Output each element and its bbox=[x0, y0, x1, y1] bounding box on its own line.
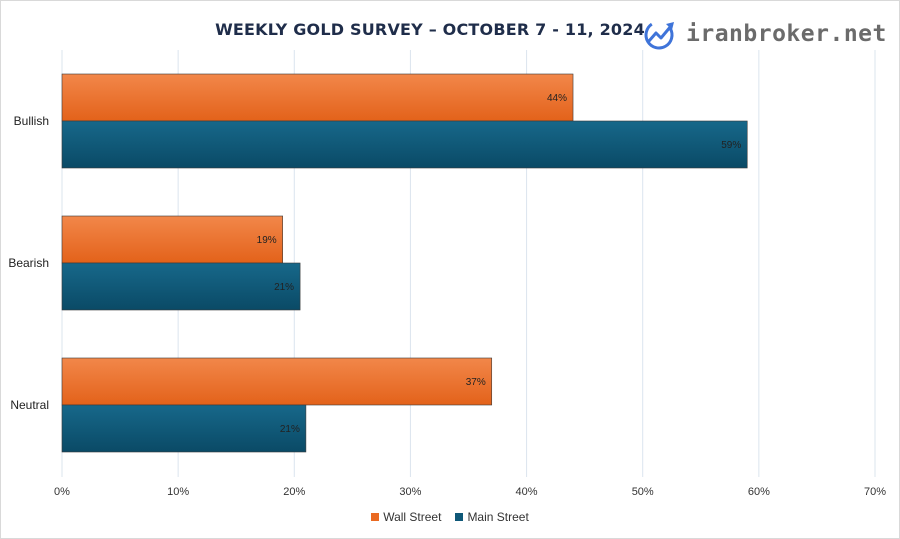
bar-main-street-bullish bbox=[61, 120, 748, 169]
data-label: 37% bbox=[466, 377, 486, 388]
legend-swatch-main-street bbox=[455, 513, 464, 521]
data-labels: 44% 59% 19% 21% 37% 21% bbox=[257, 93, 742, 435]
bars bbox=[61, 73, 748, 453]
legend-label-wall-street: Wall Street bbox=[383, 510, 442, 524]
data-label: 44% bbox=[547, 93, 567, 104]
x-tick-label: 30% bbox=[399, 486, 421, 498]
legend-label-main-street: Main Street bbox=[467, 510, 529, 524]
bar-wall-street-neutral bbox=[61, 357, 493, 406]
bar-wall-street-bearish bbox=[61, 215, 283, 264]
bar-main-street-bearish bbox=[61, 262, 301, 311]
x-tick-label: 60% bbox=[748, 486, 770, 498]
legend-item-main-street: Main Street bbox=[455, 510, 529, 524]
bar-wall-street-bullish bbox=[61, 73, 574, 122]
x-tick-label: 0% bbox=[54, 486, 70, 498]
data-label: 59% bbox=[721, 140, 741, 151]
brand-logo: iranbroker.net bbox=[642, 16, 887, 52]
x-tick-label: 50% bbox=[632, 486, 654, 498]
category-label-bullish: Bullish bbox=[14, 114, 49, 128]
x-tick-label: 70% bbox=[864, 486, 886, 498]
legend-swatch-wall-street bbox=[371, 513, 380, 521]
x-tick-label: 20% bbox=[283, 486, 305, 498]
bar-main-street-neutral bbox=[61, 404, 307, 453]
category-label-neutral: Neutral bbox=[10, 398, 49, 412]
y-axis-categories: Bullish Bearish Neutral bbox=[8, 114, 49, 412]
category-label-bearish: Bearish bbox=[8, 256, 49, 270]
trend-chart-icon bbox=[644, 20, 674, 50]
x-axis-ticks: 0% 10% 20% 30% 40% 50% 60% 70% bbox=[54, 486, 886, 498]
brand-logo-text: iranbroker.net bbox=[686, 21, 887, 47]
legend-item-wall-street: Wall Street bbox=[371, 510, 441, 524]
data-label: 21% bbox=[274, 282, 294, 293]
x-tick-label: 40% bbox=[516, 486, 538, 498]
data-label: 19% bbox=[257, 235, 277, 246]
data-label: 21% bbox=[280, 424, 300, 435]
x-tick-label: 10% bbox=[167, 486, 189, 498]
legend: Wall Street Main Street bbox=[0, 510, 900, 524]
chart-title: WEEKLY GOLD SURVEY – OCTOBER 7 - 11, 202… bbox=[215, 20, 645, 39]
